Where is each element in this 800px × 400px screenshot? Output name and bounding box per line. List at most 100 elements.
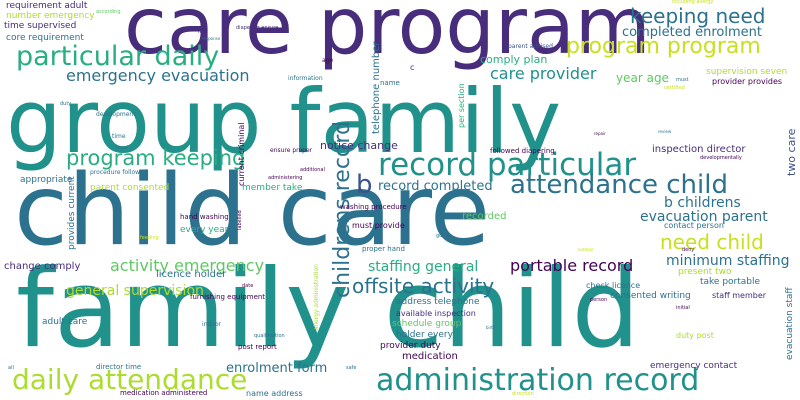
word-present-two: present two: [678, 267, 732, 277]
word-repair: repair: [594, 131, 606, 136]
word-labelled: labelled: [237, 210, 243, 230]
word-time-supervised: time supervised: [4, 21, 77, 31]
word-group-family: group family: [6, 70, 562, 173]
word-all: all: [8, 365, 14, 371]
word-child-care: child care: [14, 154, 491, 268]
word-check-licence: check licence: [586, 281, 641, 290]
word-appropriate: appropriate: [20, 175, 73, 185]
word-comply-plan: comply plan: [480, 53, 548, 66]
word-developmentally: developmentally: [700, 155, 742, 161]
word-schedule-group: schedule group: [392, 319, 462, 329]
word-allergy-administration: allergy administration: [313, 264, 320, 330]
word-development: development: [96, 111, 136, 118]
word-time: time: [112, 133, 126, 140]
word-adult-care: adult care: [42, 317, 88, 327]
word-age: age: [322, 57, 334, 64]
word-birth: birth: [486, 325, 496, 330]
word-safe: safe: [346, 365, 357, 371]
word-proper-hand: proper hand: [362, 245, 405, 253]
word-date: date: [242, 283, 254, 289]
word-post-report: post report: [238, 343, 277, 351]
word-holder-every: holder every: [396, 330, 453, 340]
word-record-completed: record completed: [378, 179, 493, 194]
word-b-childrens: b childrens: [664, 195, 741, 211]
word-level: level: [116, 145, 128, 151]
word-year-age: year age: [616, 71, 669, 85]
word-take-portable: take portable: [700, 277, 761, 287]
word-administration-record: administration record: [376, 363, 700, 398]
word-b: b: [356, 170, 373, 200]
word-core-requirement: core requirement: [6, 33, 84, 43]
word-outdoor: outdoor: [578, 247, 594, 252]
word-attendance-child: attendance child: [510, 170, 728, 200]
word-general-supervision: general supervision: [66, 283, 204, 299]
word-evacuation-parent: evacuation parent: [640, 209, 768, 225]
word-administering: administering: [268, 175, 303, 181]
word-change-comply: change comply: [4, 261, 81, 272]
word-two-care: two care: [785, 128, 798, 176]
word-offsite-activity: offsite activity: [352, 274, 495, 298]
word-available-inspection: available inspection: [396, 309, 476, 318]
word-current-criminal: current criminal: [237, 122, 246, 186]
word-provider-provides: provider provides: [712, 77, 783, 86]
word-director-time: director time: [96, 363, 142, 371]
word-daily-attendance: daily attendance: [12, 363, 248, 396]
word-direction: direction: [512, 391, 534, 397]
word-parent-advised: parent advised: [508, 43, 553, 50]
word-staff-member: staff member: [712, 291, 767, 300]
word-information: information: [288, 75, 323, 82]
word-including-allergy: including allergy: [672, 0, 714, 5]
word-portable-record: portable record: [510, 256, 634, 275]
word-followed-diapering: followed diapering: [490, 147, 555, 155]
word-review: review: [658, 129, 672, 134]
word-name: name: [380, 79, 400, 87]
word-need-child: need child: [660, 230, 764, 254]
word-consented-writing: consented writing: [610, 291, 691, 301]
word-contact-person: contact person: [664, 221, 724, 230]
word-procedure-followed: procedure followed: [90, 169, 148, 176]
word-home: home: [44, 239, 56, 244]
word-response: response: [202, 36, 221, 41]
word-certified: certified: [664, 85, 685, 91]
word-provides-current: provides current: [67, 176, 77, 250]
word-inspection-director: inspection director: [652, 144, 746, 155]
word-completed-enrolment: completed enrolment: [622, 25, 762, 40]
word-program-program: program program: [566, 34, 761, 59]
word-emergency-evacuation: emergency evacuation: [66, 66, 250, 85]
word-c: c: [410, 63, 415, 72]
word-program-keeping: program keeping: [66, 146, 246, 170]
word-duty: duty: [60, 101, 72, 107]
word-keeping-need: keeping need: [630, 4, 766, 28]
word-good: good: [436, 233, 449, 239]
word-must: must: [676, 77, 689, 83]
word-ensure-proper: ensure proper: [270, 147, 313, 154]
word-deny: deny: [682, 247, 695, 253]
word-medication: medication: [402, 351, 458, 362]
word-feeding: feeding: [140, 235, 159, 241]
word-diapering-ensure: diapering ensure: [236, 25, 279, 31]
word-washing-procedure: washing procedure: [340, 203, 407, 211]
word-record-particular: record particular: [378, 147, 637, 183]
word-provider-duty: provider duty: [380, 341, 441, 351]
word-emergency-contact: emergency contact: [650, 361, 738, 371]
word-telephone-number: telephone number: [371, 41, 382, 134]
word-evacuation-staff: evacuation staff: [785, 287, 795, 360]
word-parent-consented: parent consented: [90, 183, 170, 193]
word-supervision-seven: supervision seven: [706, 67, 788, 77]
word-address-telephone: address telephone: [396, 297, 480, 307]
word-additional: additional: [300, 167, 325, 173]
word-hand-washing: hand washing: [180, 213, 229, 221]
word-medication-administered: medication administered: [120, 389, 208, 397]
word-per-section: per section: [457, 83, 466, 128]
word-notice-change: notice change: [320, 139, 398, 152]
word-particular-daily: particular daily: [16, 41, 220, 72]
word-name-address: name address: [246, 389, 303, 398]
word-every-year: every year: [180, 225, 229, 235]
word-family-child: family child: [16, 247, 641, 372]
word-staffing-general: staffing general: [368, 259, 479, 275]
word-licence-holder: licence holder: [156, 269, 227, 280]
word-indoor: indoor: [202, 321, 222, 328]
word-duty-post: duty post: [676, 331, 714, 340]
word-person: person: [590, 297, 608, 303]
